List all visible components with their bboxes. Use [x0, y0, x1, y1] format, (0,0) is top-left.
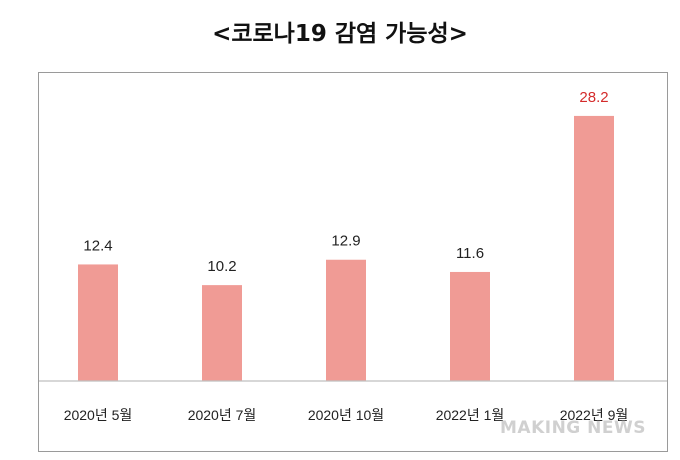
- value-label-3: 12.9: [331, 233, 360, 250]
- category-label-4: 2022년 1월: [436, 407, 505, 423]
- category-label-5: 2022년 9월: [560, 407, 629, 423]
- plot-frame: [38, 72, 668, 452]
- value-label-1: 12.4: [83, 237, 112, 254]
- bar-1: [78, 264, 118, 381]
- chart-title: <코로나19 감염 가능성>: [212, 21, 468, 47]
- category-label-2: 2020년 7월: [188, 407, 257, 423]
- bar-5: [574, 115, 614, 382]
- bar-2: [202, 285, 242, 381]
- value-label-4: 11.6: [456, 245, 484, 262]
- watermark-logo: MAKING NEWS: [500, 418, 647, 438]
- value-label-5: 28.2: [579, 89, 608, 106]
- value-labels-group: 12.4 10.2 12.9 11.6 28.2: [83, 89, 608, 275]
- bar-3: [326, 259, 366, 381]
- category-labels-group: 2020년 5월 2020년 7월 2020년 10월 2022년 1월 2022년 9…: [64, 407, 629, 423]
- category-label-1: 2020년 5월: [64, 407, 133, 423]
- bar-4: [450, 271, 490, 381]
- bars-group: [78, 115, 614, 382]
- category-label-3: 2020년 10월: [308, 407, 384, 423]
- value-label-2: 10.2: [207, 258, 236, 275]
